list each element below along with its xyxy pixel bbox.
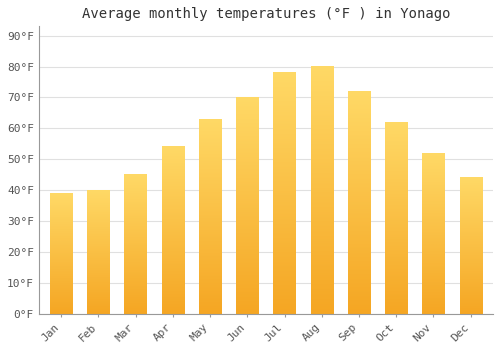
- Title: Average monthly temperatures (°F ) in Yonago: Average monthly temperatures (°F ) in Yo…: [82, 7, 450, 21]
